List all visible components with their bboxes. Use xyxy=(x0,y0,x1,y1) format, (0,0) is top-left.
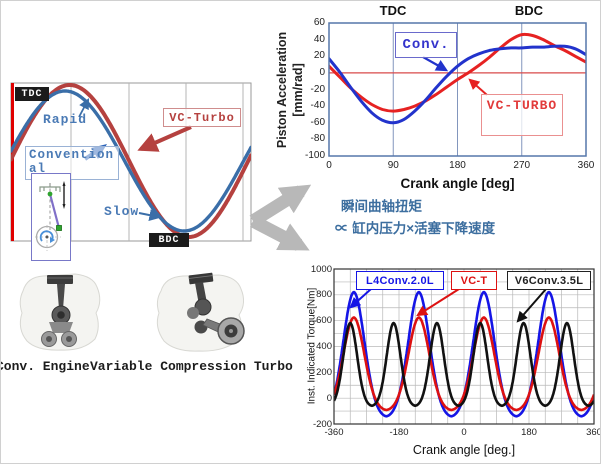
y-tick-label: 600 xyxy=(316,315,332,327)
y-tick-label: 40 xyxy=(313,33,325,45)
y-axis-label-line1: Piston Acceleration xyxy=(275,31,289,149)
x-tick-label: 360 xyxy=(586,427,601,438)
l4-callout-arrow xyxy=(349,288,372,309)
x-tick-label: 180 xyxy=(449,160,466,171)
piston xyxy=(47,275,73,284)
x-tick-label: 0 xyxy=(461,427,467,438)
v6-callout-arrow xyxy=(516,288,547,323)
y-tick-label: 0 xyxy=(326,392,332,404)
arrow-to-bottom-chart xyxy=(249,215,310,251)
piston-pin-dot xyxy=(47,191,53,197)
y-tick-label: -80 xyxy=(310,133,325,145)
piston-acceleration-chart: TDC BDC Piston Acceleration [mm/rad] 60 4… xyxy=(263,1,600,197)
crank-pin-square xyxy=(56,225,62,231)
rapid-arrow xyxy=(78,98,90,118)
x-tick-label: 180 xyxy=(521,427,537,438)
vc-turbo-callout-arrow xyxy=(468,78,488,96)
vc-turbo-engine-illustration xyxy=(156,272,245,352)
vc-turbo-legend-box: VC-TURBO xyxy=(481,94,563,136)
multilink-center xyxy=(194,298,212,316)
conventional-engine-caption: Conv. Engine xyxy=(0,359,90,374)
counterweight xyxy=(49,322,73,333)
acceleration-curves xyxy=(329,32,586,125)
l4-legend-box: L4Conv.2.0L xyxy=(356,271,444,290)
vc-turbo-label: VC-Turbo xyxy=(163,108,241,127)
conv-legend-box: Conv. xyxy=(395,32,457,58)
top-chart-x-axis-label: Crank angle [deg] xyxy=(400,176,515,191)
arrow-to-top-chart xyxy=(249,184,312,227)
y-tick-label: 20 xyxy=(313,50,325,62)
relation-double-arrow xyxy=(249,184,312,251)
conventional-label-line2: al xyxy=(29,162,47,176)
x-tick-label: 360 xyxy=(577,160,595,171)
conventional-label: Convention al xyxy=(25,146,119,180)
torque-curves xyxy=(334,290,594,418)
conventional-engine-illustration xyxy=(19,273,101,351)
y-tick-label: -60 xyxy=(310,116,325,128)
tdc-badge: TDC xyxy=(15,87,49,101)
motion-curves xyxy=(11,83,251,240)
bottom-plot-border xyxy=(333,268,595,425)
y-tick-label: -20 xyxy=(310,83,325,95)
connecting-rod xyxy=(57,284,65,309)
piston xyxy=(188,272,214,285)
y-tick-label: 1000 xyxy=(310,263,332,275)
bdc-heading: BDC xyxy=(514,3,544,18)
connecting-link xyxy=(48,193,61,229)
y-tick-label: -200 xyxy=(312,418,332,430)
vct-callout-arrow xyxy=(416,288,460,317)
vc-turbo-engine-caption: Variable Compression Turbo xyxy=(90,359,293,374)
multilink-mechanism-inset xyxy=(31,173,71,261)
y-tick-label: -100 xyxy=(304,150,325,161)
vct-legend-box: VC-T xyxy=(451,271,497,290)
torque-note-line2: ∝ 缸内压力×活塞下降速度 xyxy=(335,221,496,236)
crank-center-dot xyxy=(45,235,49,239)
bottom-chart-x-axis-label: Crank angle [deg.] xyxy=(412,443,516,457)
x-tick-label: 270 xyxy=(513,160,531,171)
bdc-badge: BDC xyxy=(149,233,189,247)
y-tick-label: 400 xyxy=(316,341,332,352)
top-plot-border xyxy=(328,22,587,157)
x-tick-label: 0 xyxy=(326,160,332,171)
curve-conventional xyxy=(11,89,251,233)
piston-symbol xyxy=(39,183,61,192)
x-tick-label: -180 xyxy=(389,427,409,438)
curve-conv- xyxy=(329,44,586,125)
conv-callout-arrow xyxy=(422,56,449,72)
vc-turbo-arrow xyxy=(137,125,192,152)
y-tick-label: 200 xyxy=(316,366,332,378)
tdc-heading: TDC xyxy=(379,3,407,18)
curve-vc-turbo xyxy=(329,32,586,113)
y-tick-label: 800 xyxy=(316,289,332,301)
slow-label: Slow xyxy=(104,204,140,219)
x-tick-label: 90 xyxy=(387,160,399,171)
y-tick-label: 0 xyxy=(319,66,325,78)
multilink-side xyxy=(187,307,199,319)
y-tick-label: -40 xyxy=(310,100,325,112)
curve-v6conv-3-5l xyxy=(334,321,594,408)
stroke-double-arrow xyxy=(62,181,66,209)
conventional-label-line1: Convention xyxy=(29,148,115,162)
torque-note-line1: 瞬间曲轴扭矩 xyxy=(341,199,422,214)
rotation-arrowhead xyxy=(50,237,55,243)
rapid-label: Rapid xyxy=(43,112,88,127)
slow-arrow xyxy=(138,209,162,222)
x-tick-label: -360 xyxy=(324,427,344,438)
y-tick-label: 60 xyxy=(313,17,325,28)
indicated-torque-chart: L4Conv.2.0L VC-T V6Conv.3.5L Inst. Indic… xyxy=(301,257,601,463)
rotation-arrow xyxy=(39,230,54,242)
v6-legend-box: V6Conv.3.5L xyxy=(507,271,591,290)
